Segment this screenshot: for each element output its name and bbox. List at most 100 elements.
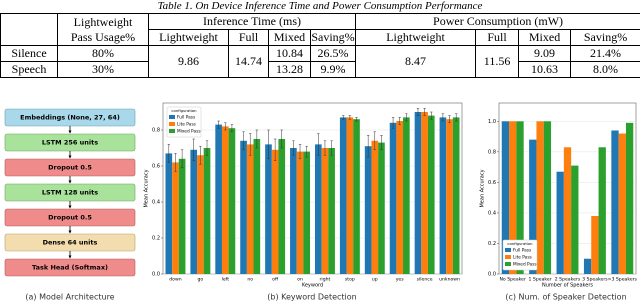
legend-swatch xyxy=(169,122,175,126)
bar xyxy=(314,144,322,274)
x-tick-label: no xyxy=(247,278,253,283)
bar xyxy=(278,139,286,274)
error-bar xyxy=(330,140,333,156)
bar xyxy=(618,133,626,274)
bar xyxy=(427,115,435,274)
error-bar xyxy=(348,115,352,120)
cell: 9.9% xyxy=(309,61,357,78)
legend-label: Full Pass xyxy=(177,115,196,121)
architecture-diagram: Embeddings (None, 27, 64) LSTM 256 units… xyxy=(4,108,136,302)
legend-label: Full Pass xyxy=(513,248,532,254)
y-axis-label: Mean Accuracy xyxy=(144,169,150,207)
error-bar xyxy=(317,133,320,156)
corner xyxy=(0,13,58,46)
bar xyxy=(197,155,204,274)
bar xyxy=(165,153,173,274)
chart: 0.0 0.2 0.4 0.6 0.8 1.0 No Speaker 1 Speaker 2 S… xyxy=(480,102,638,302)
bar xyxy=(172,162,179,274)
bar xyxy=(328,148,335,274)
error-bar xyxy=(405,113,408,122)
y-tick-label: 1.0 xyxy=(488,119,496,125)
error-bar xyxy=(292,140,295,156)
header-line: Lightweight xyxy=(73,14,133,29)
cell: 13.28 xyxy=(268,61,311,78)
bar xyxy=(501,121,510,274)
bar xyxy=(339,117,347,275)
bar xyxy=(598,147,606,274)
legend-swatch xyxy=(169,115,175,119)
bar xyxy=(296,151,304,274)
cell: 14.74 xyxy=(228,45,269,78)
bar xyxy=(529,139,537,274)
legend-box xyxy=(166,106,202,138)
error-bar xyxy=(366,135,370,158)
bar xyxy=(371,140,379,274)
row-label: Speech xyxy=(0,61,58,78)
legend-label: Lite Pass xyxy=(513,255,533,261)
y-tick-label: 0.4 xyxy=(488,210,496,216)
x-tick-label: No Speaker xyxy=(499,277,526,283)
bar xyxy=(446,119,453,274)
x-tick-label: on xyxy=(297,278,303,283)
error-bar xyxy=(305,145,308,158)
bar xyxy=(556,171,564,274)
cell: 11.56 xyxy=(475,45,520,78)
x-tick-label: >3 Speakers xyxy=(608,277,638,283)
bar xyxy=(203,148,211,274)
y-tick-label: 0.0 xyxy=(152,272,160,278)
layer-label: Embeddings (None, 27, 64) xyxy=(20,114,120,122)
x-tick-label: up xyxy=(372,278,378,283)
bar xyxy=(303,151,311,274)
x-tick-label: yes xyxy=(396,278,405,283)
bar xyxy=(571,165,579,274)
error-bar xyxy=(242,131,245,151)
group-header: Inference Time (ms) xyxy=(147,13,357,30)
error-bar xyxy=(448,115,451,124)
error-bar xyxy=(249,133,252,156)
group-header: Power Consumption (mW) xyxy=(355,13,640,30)
legend-swatch xyxy=(505,255,511,259)
error-bar xyxy=(273,138,277,161)
error-bar xyxy=(441,113,445,122)
bar xyxy=(536,121,544,274)
sub-header: Lightweight xyxy=(355,29,477,46)
bar xyxy=(403,117,410,275)
bar xyxy=(563,147,572,274)
bar xyxy=(228,128,236,274)
bar xyxy=(190,149,198,274)
bar xyxy=(378,142,385,274)
sub-header: Mixed xyxy=(518,29,572,46)
y-tick-label: 0.8 xyxy=(152,128,160,134)
bar xyxy=(353,119,360,274)
layer-label: Dense 64 units xyxy=(43,239,98,247)
sub-header: Lightweight xyxy=(148,29,229,46)
bar xyxy=(452,117,460,275)
error-bar xyxy=(174,153,177,172)
x-tick-label: off xyxy=(272,277,279,283)
y-tick-label: 0.0 xyxy=(488,272,496,278)
x-tick-label: unknown xyxy=(439,277,460,283)
cell: 26.5% xyxy=(309,45,357,62)
error-bar xyxy=(373,131,376,151)
bar xyxy=(625,122,634,275)
error-bar xyxy=(199,145,202,165)
error-bar xyxy=(398,117,401,125)
error-bar xyxy=(355,117,358,122)
bar xyxy=(516,121,524,274)
bar xyxy=(265,144,272,274)
error-bar xyxy=(255,129,259,149)
x-tick-label: 1 Speaker xyxy=(529,277,552,283)
y-tick-label: 0.6 xyxy=(488,180,496,186)
legend-swatch xyxy=(505,262,511,266)
error-bar xyxy=(167,144,171,163)
cell: 30% xyxy=(57,61,149,78)
bar xyxy=(509,121,517,274)
bar xyxy=(215,124,222,274)
error-bar xyxy=(298,144,302,160)
error-bar xyxy=(391,117,395,129)
y-tick-label: 0.2 xyxy=(488,241,496,247)
usage-header: Lightweight Pass Usage% xyxy=(57,13,149,46)
error-bar xyxy=(180,149,184,169)
legend-title: configuration xyxy=(507,241,533,246)
